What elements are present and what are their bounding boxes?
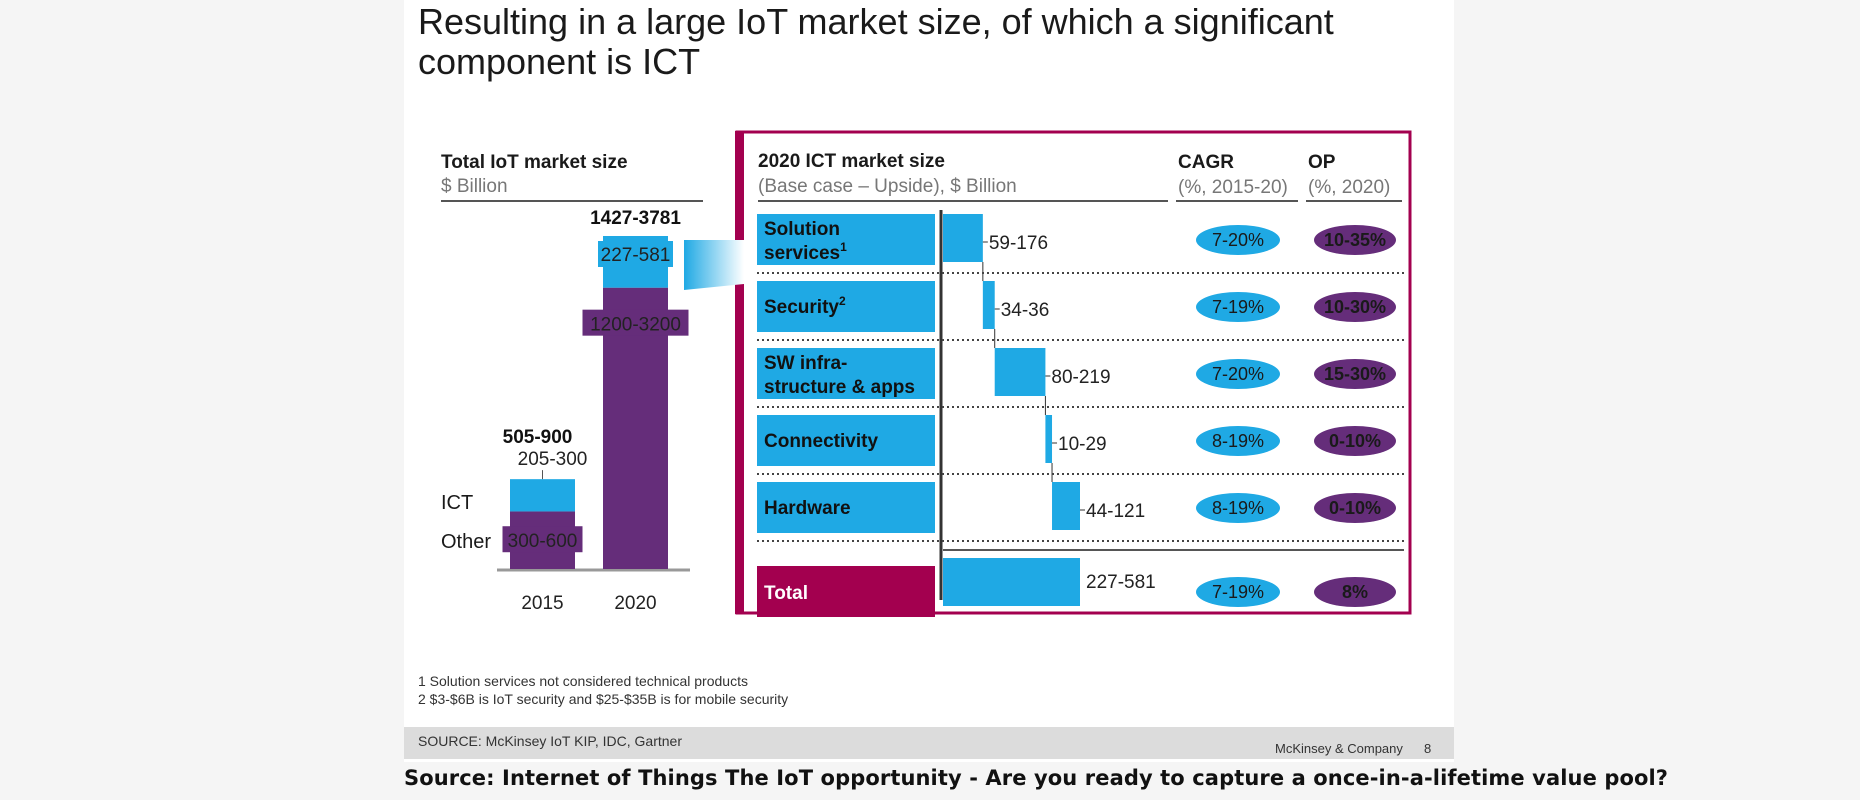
cagr-connectivity-text: 8-19% bbox=[1212, 431, 1264, 451]
row-box-solution bbox=[757, 214, 935, 265]
row-sup-security: 2 bbox=[839, 294, 846, 308]
row-label-connectivity: Connectivity bbox=[764, 431, 878, 452]
waterfall-bar-hardware bbox=[1052, 482, 1080, 530]
footnote-1: 1 Solution services not considered techn… bbox=[418, 673, 748, 689]
label-other-2020: 1200-3200 bbox=[590, 315, 681, 336]
row-box-security bbox=[757, 281, 935, 332]
total-2020: 1427-3781 bbox=[590, 208, 681, 229]
connector-band bbox=[684, 240, 744, 290]
op-security-pill bbox=[1314, 292, 1396, 322]
op-security-text: 10-30% bbox=[1324, 297, 1386, 317]
label-ict-2015: 205-300 bbox=[518, 449, 588, 470]
row-box-hardware bbox=[757, 482, 935, 533]
cagr-security-pill bbox=[1196, 292, 1280, 322]
total-2015: 505-900 bbox=[503, 427, 573, 448]
label-bg-other-2020 bbox=[582, 309, 689, 336]
waterfall-value-security: 34-36 bbox=[1001, 300, 1050, 321]
waterfall-bar-security bbox=[982, 281, 995, 329]
right-chart-title: 2020 ICT market size bbox=[758, 151, 945, 172]
op-header: OP bbox=[1308, 152, 1336, 173]
tick-2015: 2015 bbox=[521, 593, 563, 614]
left-chart-title: Total IoT market size bbox=[441, 152, 628, 173]
op-sw-infra-pill bbox=[1314, 359, 1396, 389]
cagr-subheader: (%, 2015-20) bbox=[1178, 177, 1288, 198]
cagr-solution-text: 7-20% bbox=[1212, 230, 1264, 250]
cagr-sw-infra-pill bbox=[1196, 359, 1280, 389]
cagr-hardware-pill bbox=[1196, 493, 1280, 523]
waterfall-value-connectivity: 10-29 bbox=[1058, 434, 1107, 455]
footer-bar bbox=[404, 727, 1454, 759]
op-connectivity-pill bbox=[1314, 426, 1396, 456]
footer-page-number: 8 bbox=[1424, 741, 1431, 756]
legend-other: Other bbox=[441, 531, 491, 553]
row-label-hardware: Hardware bbox=[764, 498, 851, 519]
label-bg-other-2015 bbox=[502, 526, 583, 553]
waterfall-bar-total bbox=[943, 558, 1080, 606]
op-solution-text: 10-35% bbox=[1324, 230, 1386, 250]
row-label-total: Total bbox=[764, 583, 808, 604]
cagr-header: CAGR bbox=[1178, 152, 1234, 173]
label-bg-ict-2020 bbox=[598, 241, 673, 267]
op-total-pill bbox=[1314, 577, 1396, 607]
footer-source: SOURCE: McKinsey IoT KIP, IDC, Gartner bbox=[418, 733, 682, 749]
cagr-security-text: 7-19% bbox=[1212, 297, 1264, 317]
row-label2-solution: services1 bbox=[764, 240, 847, 264]
legend-ict: ICT bbox=[441, 492, 473, 514]
footnote-2: 2 $3-$6B is IoT security and $25-$35B is… bbox=[418, 691, 788, 707]
op-sw-infra-text: 15-30% bbox=[1324, 364, 1386, 384]
waterfall-bar-solution bbox=[943, 214, 983, 262]
cagr-sw-infra-text: 7-20% bbox=[1212, 364, 1264, 384]
left-chart-subtitle: $ Billion bbox=[441, 176, 508, 197]
cagr-total-text: 7-19% bbox=[1212, 582, 1264, 602]
op-solution-pill bbox=[1314, 225, 1396, 255]
op-hardware-pill bbox=[1314, 493, 1396, 523]
label-other-2015: 300-600 bbox=[508, 531, 578, 552]
row-sup-solution: 1 bbox=[840, 240, 847, 254]
slide-title-line1: Resulting in a large IoT market size, of… bbox=[418, 1, 1334, 42]
row-box-sw-infra bbox=[757, 348, 935, 399]
waterfall-value-solution: 59-176 bbox=[989, 233, 1048, 254]
bar-ict-2015 bbox=[510, 479, 575, 512]
row-box-connectivity bbox=[757, 415, 935, 466]
row-label2-sw-infra: structure & apps bbox=[764, 377, 915, 398]
image-caption: Source: Internet of Things The IoT oppor… bbox=[404, 766, 1669, 790]
row-box-total bbox=[757, 566, 935, 617]
op-connectivity-text: 0-10% bbox=[1329, 431, 1381, 451]
footer-company: McKinsey & Company bbox=[1275, 741, 1403, 756]
row-label-sw-infra: SW infra- bbox=[764, 353, 847, 374]
right-chart-subtitle: (Base case – Upside), $ Billion bbox=[758, 176, 1017, 197]
right-panel-left-band bbox=[735, 131, 744, 614]
cagr-hardware-text: 8-19% bbox=[1212, 498, 1264, 518]
label-ict-2020: 227-581 bbox=[601, 245, 671, 266]
waterfall-value-sw-infra: 80-219 bbox=[1051, 367, 1110, 388]
op-hardware-text: 0-10% bbox=[1329, 498, 1381, 518]
cagr-connectivity-pill bbox=[1196, 426, 1280, 456]
op-total-text: 8% bbox=[1342, 582, 1368, 602]
waterfall-value-total: 227-581 bbox=[1086, 572, 1156, 593]
row-label-security: Security2 bbox=[764, 294, 846, 318]
tick-2020: 2020 bbox=[614, 593, 656, 614]
op-subheader: (%, 2020) bbox=[1308, 177, 1390, 198]
waterfall-bar-connectivity bbox=[1045, 415, 1053, 463]
waterfall-bar-sw-infra bbox=[994, 348, 1046, 396]
row-label-solution: Solution bbox=[764, 219, 840, 240]
cagr-solution-pill bbox=[1196, 225, 1280, 255]
cagr-total-pill bbox=[1196, 577, 1280, 607]
slide-title-line2: component is ICT bbox=[418, 41, 700, 82]
waterfall-value-hardware: 44-121 bbox=[1086, 501, 1145, 522]
